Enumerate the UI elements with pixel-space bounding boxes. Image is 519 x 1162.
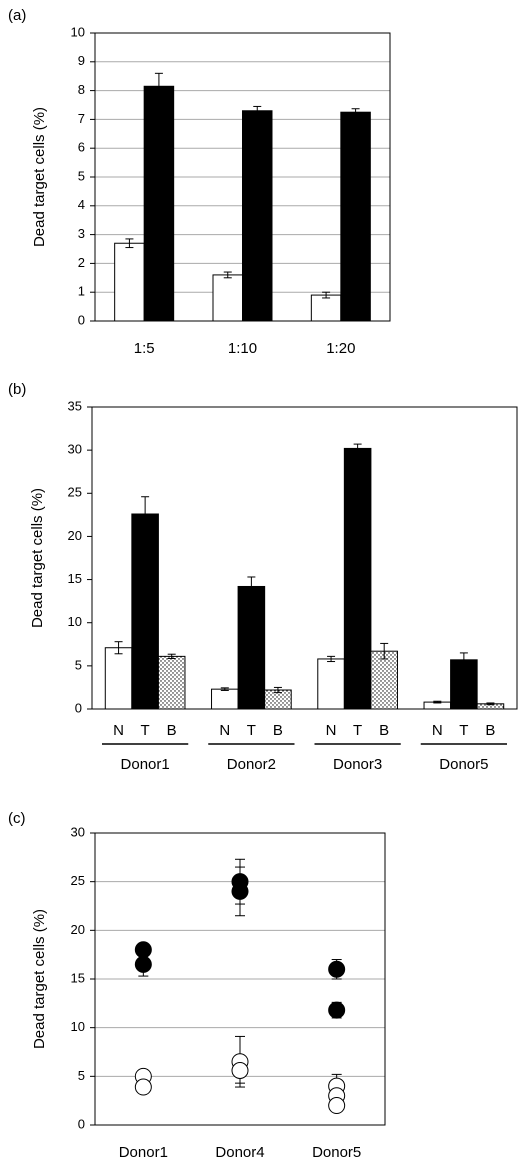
y-tick-label: 30 (68, 442, 82, 457)
bar (157, 655, 186, 710)
bar (340, 111, 371, 322)
sub-label: B (379, 722, 389, 739)
bar (211, 688, 239, 710)
bar (242, 110, 273, 322)
plot-frame (94, 32, 391, 322)
x-tick-label: Donor3 (333, 756, 382, 773)
x-tick-label: 1:5 (134, 340, 155, 357)
y-tick-label: 7 (78, 111, 85, 126)
bar (370, 650, 398, 710)
x-tick-label: Donor4 (215, 1144, 264, 1161)
sub-label: B (273, 722, 283, 739)
bar (450, 659, 478, 710)
y-tick-label: 0 (75, 700, 82, 715)
panel-label: (a) (8, 7, 26, 24)
y-tick-label: 15 (68, 571, 82, 586)
y-tick-label: 5 (78, 1068, 85, 1083)
plot-frame (91, 406, 518, 710)
y-tick-label: 0 (78, 312, 85, 327)
point (231, 882, 249, 900)
bar (212, 274, 243, 322)
y-tick-label: 30 (71, 824, 85, 839)
y-tick-label: 1 (78, 284, 85, 299)
point (328, 960, 346, 978)
y-tick-label: 5 (75, 657, 82, 672)
bar (343, 447, 372, 710)
y-tick-label: 10 (71, 24, 85, 39)
point (328, 1001, 346, 1019)
y-tick-label: 8 (78, 82, 85, 97)
y-tick-label: 20 (71, 922, 85, 937)
y-tick-label: 25 (71, 873, 85, 888)
panel-label: (c) (8, 810, 26, 827)
sub-label: N (432, 722, 443, 739)
x-tick-label: 1:10 (228, 340, 257, 357)
x-tick-label: Donor5 (439, 756, 488, 773)
sub-label: T (141, 722, 150, 739)
y-tick-label: 2 (78, 255, 85, 270)
point (134, 955, 152, 973)
y-tick-label: 0 (78, 1116, 85, 1131)
sub-label: B (485, 722, 495, 739)
bar (104, 647, 133, 710)
sub-label: B (167, 722, 177, 739)
y-tick-label: 5 (78, 168, 85, 183)
y-tick-label: 10 (68, 614, 82, 629)
x-tick-label: 1:20 (326, 340, 355, 357)
point (134, 1078, 152, 1096)
y-tick-label: 25 (68, 485, 82, 500)
y-tick-label: 20 (68, 528, 82, 543)
point (134, 941, 152, 959)
sub-label: N (326, 722, 337, 739)
y-tick-label: 4 (78, 197, 85, 212)
sub-label: T (247, 722, 256, 739)
y-tick-label: 15 (71, 970, 85, 985)
y-axis-title: Dead target cells (%) (29, 488, 46, 628)
sub-label: N (113, 722, 124, 739)
y-tick-label: 6 (78, 140, 85, 155)
y-tick-label: 35 (68, 398, 82, 413)
sub-label: T (459, 722, 468, 739)
plot-frame (94, 832, 386, 1126)
x-tick-label: Donor2 (227, 756, 276, 773)
bar (131, 513, 159, 710)
x-tick-label: Donor1 (121, 756, 170, 773)
y-tick-label: 9 (78, 53, 85, 68)
bar (237, 585, 266, 710)
bar (114, 242, 145, 322)
sub-label: N (219, 722, 230, 739)
y-axis-title: Dead target cells (%) (31, 107, 48, 247)
x-tick-label: Donor1 (119, 1144, 168, 1161)
x-tick-label: Donor5 (312, 1144, 361, 1161)
y-axis-title: Dead target cells (%) (31, 909, 48, 1049)
panel-label: (b) (8, 381, 26, 398)
bar (317, 658, 345, 710)
y-tick-label: 3 (78, 226, 85, 241)
bar (143, 85, 175, 322)
point (231, 1061, 249, 1079)
point (328, 1097, 346, 1115)
bar (310, 294, 342, 322)
sub-label: T (353, 722, 362, 739)
y-tick-label: 10 (71, 1019, 85, 1034)
